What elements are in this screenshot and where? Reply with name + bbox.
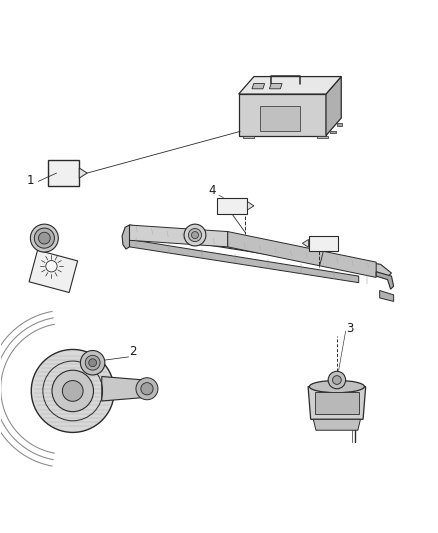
Circle shape [332, 376, 341, 384]
Polygon shape [337, 123, 342, 126]
Polygon shape [326, 77, 341, 135]
Circle shape [188, 229, 201, 241]
Polygon shape [315, 392, 359, 414]
Polygon shape [317, 135, 328, 138]
Polygon shape [228, 231, 376, 277]
Text: 4: 4 [208, 184, 215, 197]
Polygon shape [130, 225, 392, 277]
Circle shape [328, 372, 346, 389]
Polygon shape [308, 236, 338, 251]
Circle shape [31, 350, 114, 432]
Circle shape [52, 370, 93, 411]
Circle shape [136, 378, 158, 400]
Circle shape [85, 356, 100, 370]
Polygon shape [239, 77, 341, 94]
Circle shape [39, 232, 50, 244]
Polygon shape [247, 201, 254, 210]
Circle shape [184, 224, 206, 246]
Polygon shape [313, 419, 360, 430]
Circle shape [191, 231, 198, 239]
Text: 2: 2 [130, 345, 137, 358]
Polygon shape [239, 94, 326, 135]
Polygon shape [29, 250, 78, 293]
Polygon shape [243, 135, 254, 138]
Polygon shape [102, 376, 147, 401]
Circle shape [46, 261, 57, 272]
Polygon shape [376, 272, 394, 289]
Polygon shape [330, 131, 336, 133]
Polygon shape [302, 239, 308, 247]
Polygon shape [252, 84, 265, 89]
Circle shape [30, 224, 58, 252]
Circle shape [141, 383, 153, 395]
Circle shape [34, 228, 54, 248]
Polygon shape [380, 290, 394, 302]
Polygon shape [122, 225, 130, 249]
Circle shape [81, 351, 105, 375]
Polygon shape [269, 84, 282, 89]
Circle shape [62, 381, 83, 401]
Polygon shape [130, 225, 228, 247]
Polygon shape [48, 160, 79, 185]
Polygon shape [217, 198, 247, 214]
Ellipse shape [309, 381, 364, 393]
Polygon shape [79, 168, 87, 178]
Circle shape [89, 359, 96, 367]
Text: 3: 3 [346, 322, 354, 335]
Text: 1: 1 [27, 174, 35, 187]
Polygon shape [261, 107, 300, 131]
Polygon shape [308, 386, 366, 419]
Polygon shape [130, 239, 359, 282]
